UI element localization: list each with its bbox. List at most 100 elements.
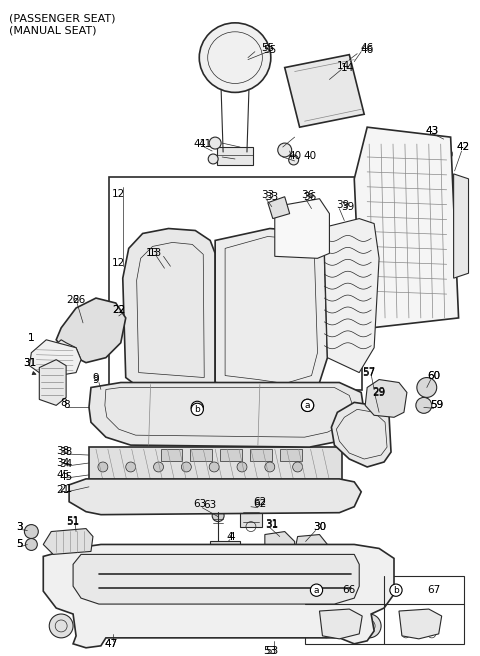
Text: 4: 4 [229, 531, 235, 541]
Text: 30: 30 [313, 522, 326, 531]
Text: 46: 46 [360, 43, 374, 52]
Text: 38: 38 [60, 447, 73, 457]
Circle shape [209, 462, 219, 472]
Bar [210, 541, 240, 564]
Text: 55: 55 [263, 45, 276, 54]
Circle shape [293, 388, 307, 402]
Text: 67: 67 [427, 585, 440, 595]
Text: 31: 31 [265, 520, 278, 529]
Bar [240, 506, 262, 527]
Polygon shape [89, 382, 364, 447]
Text: 26: 26 [66, 295, 80, 305]
Circle shape [278, 373, 322, 417]
Text: 26: 26 [72, 295, 85, 305]
Bar [89, 447, 342, 487]
Text: (MANUAL SEAT): (MANUAL SEAT) [10, 26, 97, 36]
Text: 34: 34 [57, 458, 70, 468]
Text: 45: 45 [57, 470, 70, 480]
Circle shape [265, 462, 275, 472]
Text: 9: 9 [93, 373, 99, 382]
Text: 43: 43 [425, 126, 438, 136]
Text: 36: 36 [303, 192, 316, 202]
Text: 4: 4 [227, 531, 233, 541]
Circle shape [24, 525, 38, 539]
Text: b: b [194, 405, 200, 414]
Circle shape [209, 137, 221, 149]
Polygon shape [399, 609, 442, 639]
Ellipse shape [199, 23, 271, 92]
Bar [305, 576, 464, 644]
Text: 12: 12 [112, 189, 125, 199]
Text: 45: 45 [60, 472, 73, 482]
Circle shape [71, 310, 111, 350]
Text: 41: 41 [193, 139, 207, 149]
Polygon shape [43, 544, 394, 647]
Polygon shape [69, 479, 361, 515]
Polygon shape [268, 197, 289, 218]
Circle shape [370, 294, 378, 302]
Polygon shape [73, 554, 359, 604]
Text: 13: 13 [149, 249, 162, 258]
Circle shape [98, 462, 108, 472]
Text: 13: 13 [146, 249, 159, 258]
Text: 8: 8 [60, 398, 66, 409]
Text: 31: 31 [23, 358, 36, 367]
Text: 29: 29 [372, 388, 386, 398]
Text: 3: 3 [16, 522, 23, 531]
Text: 39: 39 [341, 201, 354, 212]
Circle shape [126, 462, 136, 472]
Text: 47: 47 [104, 639, 118, 649]
Text: 43: 43 [425, 126, 438, 136]
Bar [109, 177, 362, 390]
Text: 57: 57 [362, 367, 376, 377]
Circle shape [194, 382, 222, 409]
Polygon shape [354, 127, 458, 328]
Circle shape [286, 382, 313, 409]
Text: 38: 38 [57, 446, 70, 456]
Text: 60: 60 [427, 371, 440, 380]
Polygon shape [215, 228, 327, 392]
Bar [160, 449, 182, 461]
Circle shape [181, 462, 192, 472]
Circle shape [417, 378, 437, 398]
Text: 47: 47 [104, 639, 118, 649]
Text: 63: 63 [193, 499, 207, 509]
Text: 31: 31 [23, 358, 36, 367]
Text: 1: 1 [28, 333, 35, 343]
Circle shape [212, 510, 224, 522]
Text: 30: 30 [313, 522, 326, 531]
Text: 42: 42 [457, 142, 470, 152]
Text: 53: 53 [265, 646, 278, 656]
Text: 53: 53 [263, 646, 276, 656]
Text: 5: 5 [16, 539, 23, 550]
Text: b: b [393, 586, 399, 595]
Bar [250, 449, 272, 461]
Circle shape [444, 150, 453, 158]
Polygon shape [56, 298, 126, 363]
Text: 59: 59 [430, 400, 444, 411]
Text: 5: 5 [16, 539, 23, 550]
Polygon shape [41, 340, 81, 378]
Text: 31: 31 [265, 519, 278, 529]
Polygon shape [285, 54, 364, 127]
Text: 39: 39 [336, 199, 349, 210]
Text: 21: 21 [60, 484, 73, 494]
Text: 22: 22 [112, 305, 125, 315]
Text: 51: 51 [66, 517, 80, 527]
Text: 21: 21 [57, 485, 70, 495]
Polygon shape [123, 228, 215, 392]
Text: a: a [314, 586, 319, 595]
Text: 36: 36 [301, 190, 314, 199]
Text: 62: 62 [253, 497, 266, 506]
Circle shape [25, 539, 37, 550]
Polygon shape [43, 529, 93, 554]
Text: 33: 33 [261, 190, 275, 199]
Circle shape [163, 265, 179, 281]
Circle shape [357, 564, 381, 588]
Polygon shape [320, 218, 379, 373]
Circle shape [443, 304, 451, 312]
Text: 3: 3 [16, 522, 23, 531]
Text: 14: 14 [336, 60, 350, 71]
Text: a: a [305, 401, 310, 410]
Text: 40: 40 [288, 151, 301, 161]
